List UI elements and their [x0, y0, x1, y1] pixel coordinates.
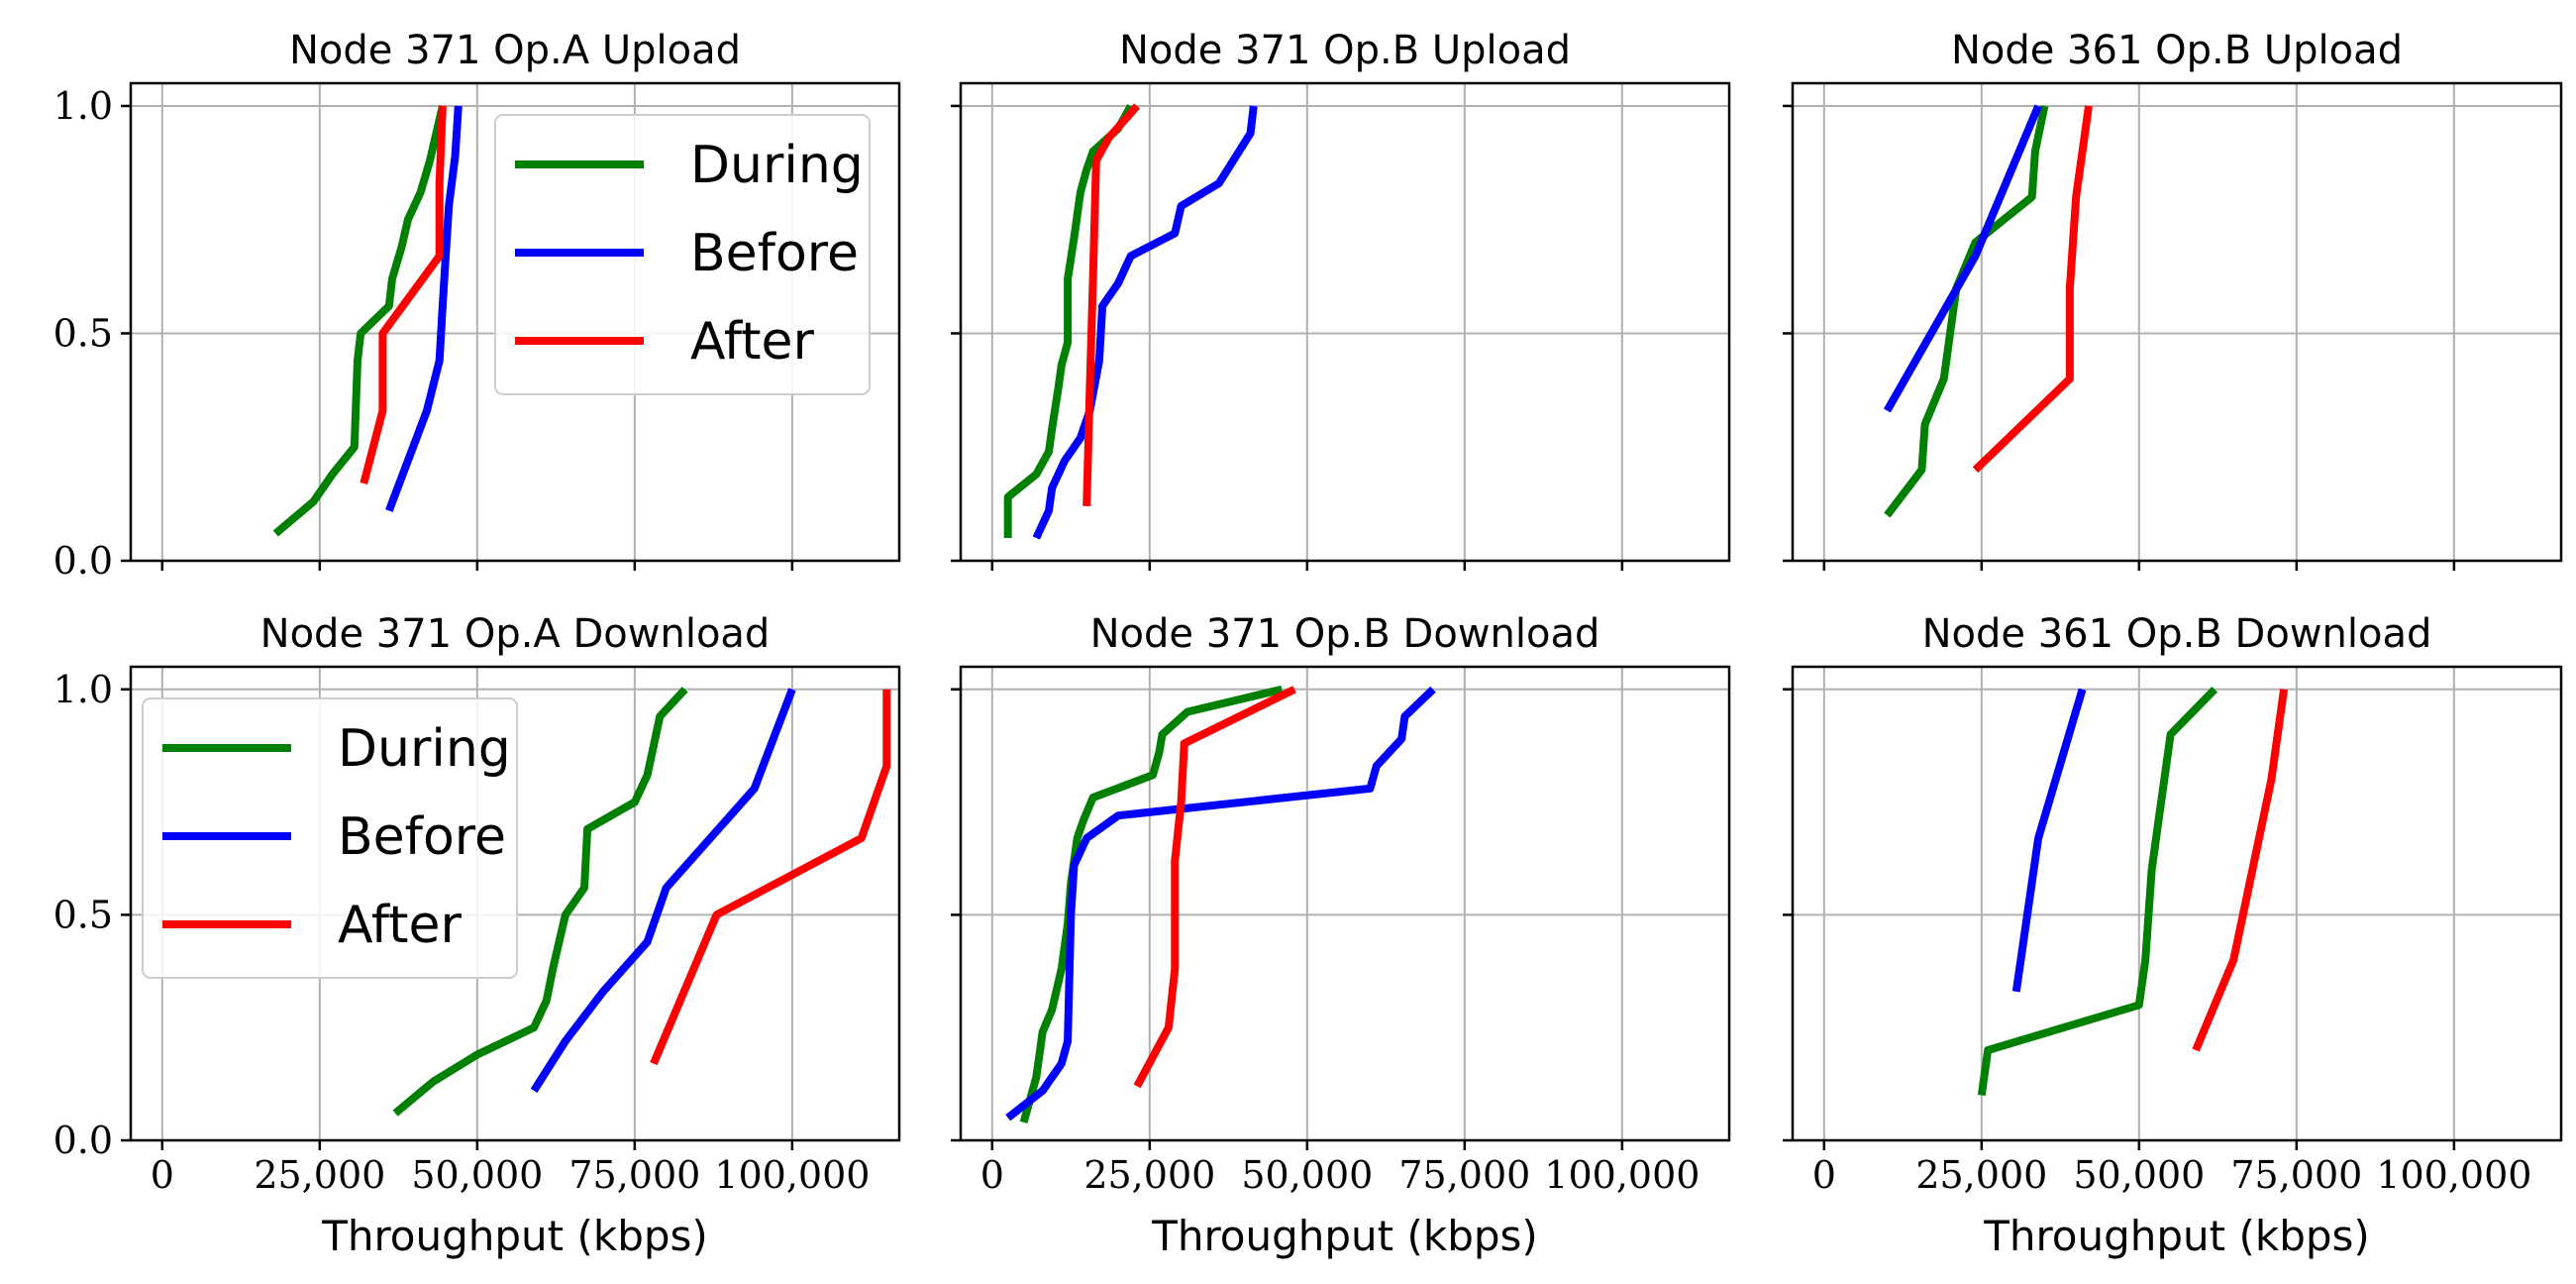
panel-4: 0 25,000 50,000 75,000 100,000 0.0 0.5 1.0 Node … [53, 611, 901, 1260]
series-line-after [1972, 105, 2093, 474]
series-line-before [1005, 686, 1436, 1122]
legend-label-after: After [338, 896, 462, 955]
series-line-before [1032, 105, 1258, 540]
x-tick-label: 75,000 [2230, 1153, 2362, 1197]
x-tick-label: 75,000 [568, 1153, 700, 1197]
series-line-after [1082, 103, 1141, 507]
x-axis-label: Throughput (kbps) [1983, 1212, 2370, 1260]
y-tick-label: 0.5 [53, 893, 113, 936]
series-line-after [2192, 689, 2289, 1052]
y-tick-label: 0.0 [53, 1119, 113, 1162]
y-tick-label: 1.0 [53, 668, 113, 711]
axes-frame [959, 81, 1731, 563]
x-tick-label: 50,000 [1241, 1153, 1373, 1197]
y-tick-label: 0.0 [53, 539, 113, 583]
axes-frame [129, 81, 901, 563]
series-line-during [1884, 105, 2049, 518]
x-tick-label: 25,000 [1915, 1153, 2047, 1197]
x-tick-label: 75,000 [1398, 1153, 1530, 1197]
panel-title: Node 371 Op.A Upload [289, 28, 741, 73]
legend-box [494, 114, 871, 395]
legend-label-during: During [338, 719, 511, 779]
x-tick-label: 0 [1812, 1153, 1836, 1197]
panel-5: 0 25,000 50,000 75,000 100,000 Node 371 Op.B … [951, 611, 1731, 1260]
x-tick-label: 25,000 [1083, 1153, 1215, 1197]
x-axis-label: Throughput (kbps) [1151, 1212, 1538, 1260]
panel-title: Node 361 Op.B Download [1922, 611, 2432, 657]
x-tick-label: 100,000 [2376, 1153, 2531, 1197]
legend: During Before After [494, 114, 871, 395]
series-line-before [1883, 104, 2042, 413]
panel-title: Node 371 Op.B Upload [1119, 28, 1571, 73]
axes-frame [959, 665, 1731, 1142]
legend-box [142, 697, 518, 979]
legend-label-after: After [690, 312, 814, 372]
series-line-before [2011, 688, 2087, 993]
legend: During Before After [142, 697, 518, 979]
x-tick-label: 50,000 [411, 1153, 543, 1197]
axes-frame [1791, 81, 2563, 563]
series-line-during [1003, 104, 1135, 538]
legend-label-before: Before [690, 224, 859, 283]
x-tick-label: 50,000 [2073, 1153, 2205, 1197]
axes-frame [1791, 665, 2563, 1142]
panel-3: Node 361 Op.B Upload [1783, 28, 2563, 571]
series-line-after [1133, 686, 1296, 1089]
y-tick-label: 0.5 [53, 311, 113, 355]
x-tick-label: 25,000 [254, 1153, 385, 1197]
series-line-after [650, 689, 891, 1066]
panel-1: 0.0 0.5 1.0 Node 371 Op.A Upload During Befor… [53, 28, 901, 583]
x-tick-label: 0 [980, 1153, 1004, 1197]
series-line-after [360, 105, 447, 485]
series-line-during [272, 105, 447, 537]
series-line-during [392, 687, 688, 1117]
series-line-before [530, 688, 796, 1094]
series-line-during [1019, 685, 1284, 1124]
x-axis-label: Throughput (kbps) [321, 1212, 708, 1260]
axes-frame [129, 665, 901, 1142]
panel-6: 0 25,000 50,000 75,000 100,000 Node 361 Op.B … [1783, 611, 2563, 1260]
series-line-during [1977, 686, 2218, 1097]
panel-title: Node 361 Op.B Upload [1951, 28, 2403, 73]
x-tick-label: 100,000 [714, 1153, 870, 1197]
legend-label-during: During [690, 136, 864, 195]
y-tick-label: 1.0 [53, 84, 113, 128]
panel-title: Node 371 Op.B Download [1090, 611, 1600, 657]
x-tick-label: 0 [151, 1153, 174, 1197]
legend-label-before: Before [338, 807, 506, 867]
x-tick-label: 100,000 [1544, 1153, 1700, 1197]
panel-2: Node 371 Op.B Upload [951, 28, 1731, 571]
panel-title: Node 371 Op.A Download [260, 611, 771, 657]
series-line-before [385, 105, 463, 512]
